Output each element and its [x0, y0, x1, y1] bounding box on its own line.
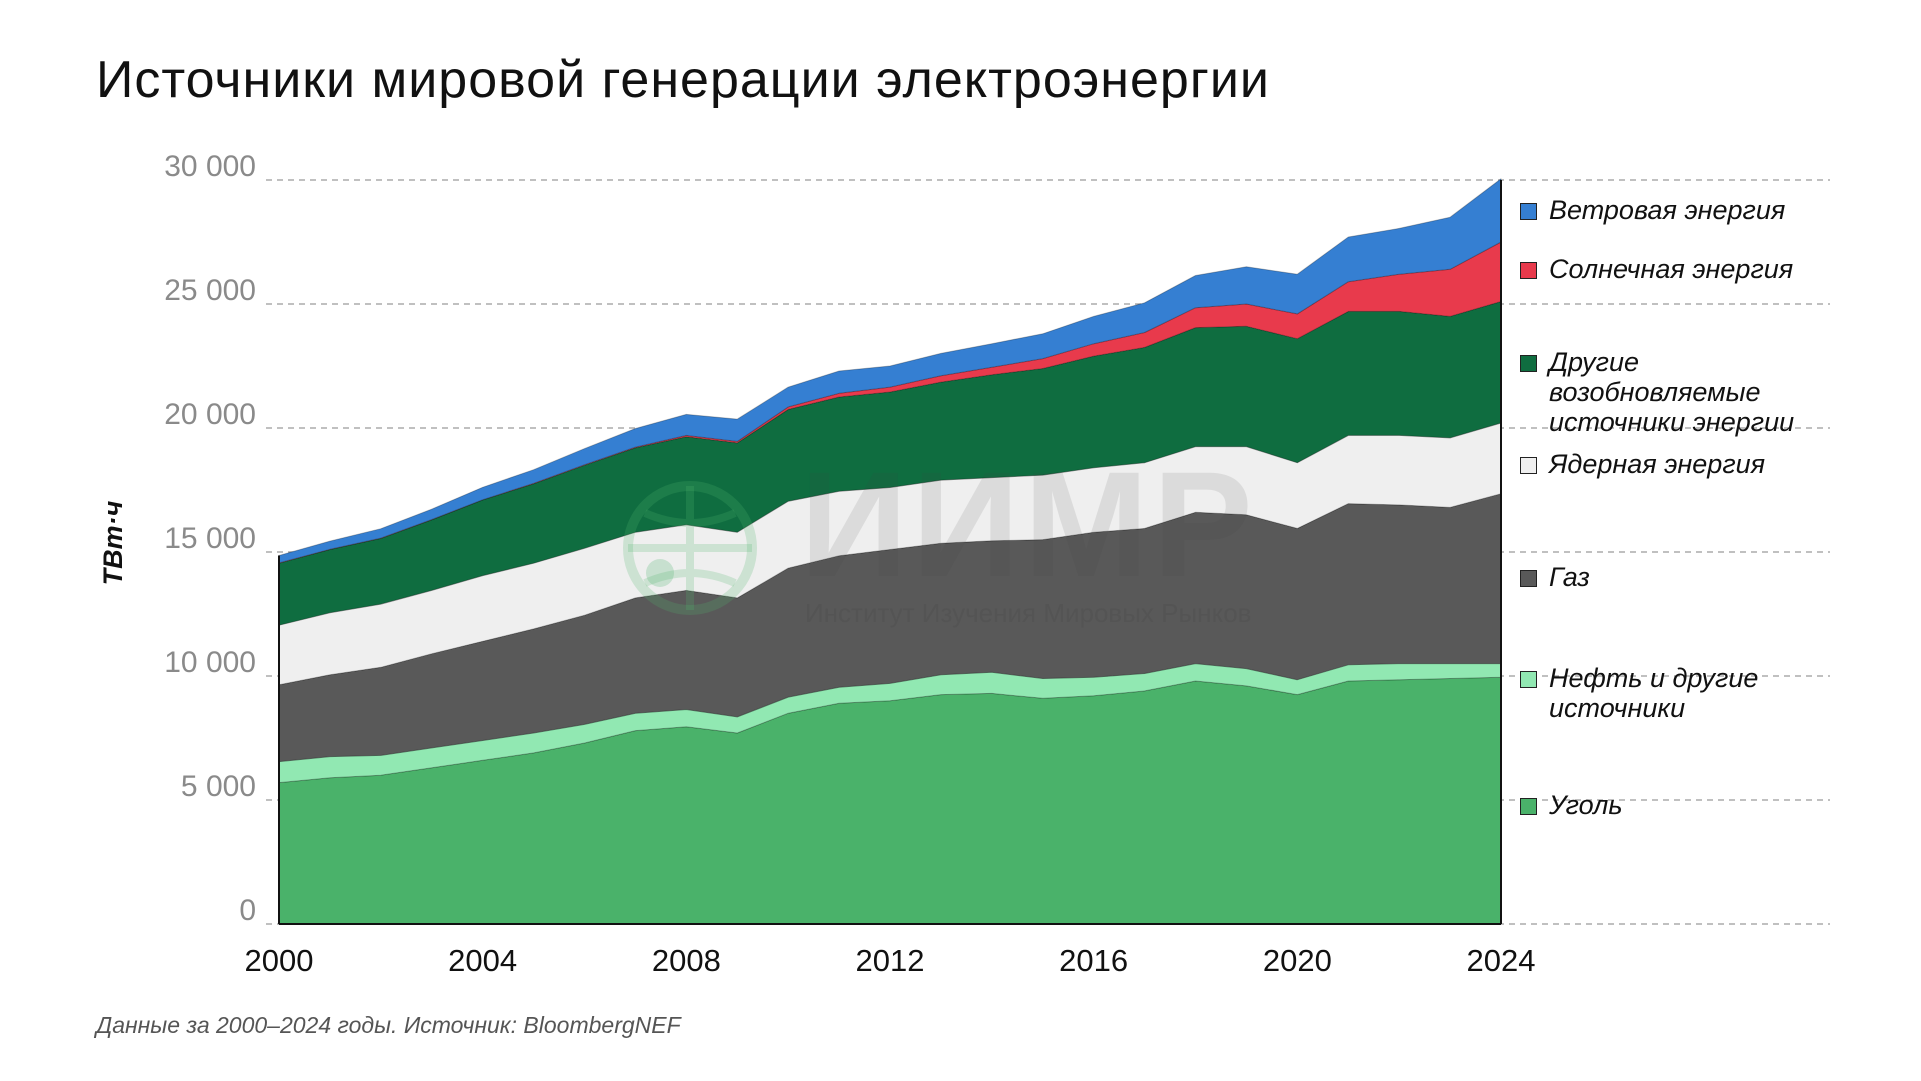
legend-swatch-coal: [1520, 798, 1537, 815]
legend-item-other-renewables: Другие возобновляемые источники энергии: [1520, 347, 1794, 437]
legend-swatch-nuclear: [1520, 457, 1537, 474]
legend-item-gas: Газ: [1520, 562, 1590, 592]
legend: Ветровая энергия Солнечная энергия Други…: [1520, 0, 1920, 1081]
y-axis-label: ТВт·ч: [98, 500, 128, 585]
legend-item-solar: Солнечная энергия: [1520, 254, 1793, 284]
y-tick-label: 20 000: [164, 398, 256, 431]
source-note: Данные за 2000–2024 годы. Источник: Bloo…: [96, 1012, 681, 1038]
x-tick-label: 2020: [1263, 943, 1332, 978]
legend-item-oil: Нефть и другие источники: [1520, 663, 1758, 723]
legend-swatch-solar: [1520, 262, 1537, 279]
legend-swatch-oil: [1520, 671, 1537, 688]
y-tick-label: 30 000: [164, 150, 256, 183]
legend-item-nuclear: Ядерная энергия: [1520, 449, 1765, 479]
y-tick-label: 10 000: [164, 646, 256, 679]
stacked-areas: [278, 178, 1502, 925]
tick-labels: 0 5 000 10 000 15 000 20 000 25 000 30 000 2000…: [98, 150, 1535, 978]
legend-label-nuclear: Ядерная энергия: [1549, 449, 1766, 479]
legend-swatch-other-renewables: [1520, 355, 1537, 372]
x-tick-label: 2012: [856, 943, 925, 978]
legend-label-coal: Уголь: [1549, 790, 1623, 820]
x-tick-label: 2024: [1467, 943, 1536, 978]
chart-title: Источники мировой генерации электроэнерг…: [96, 51, 1270, 109]
legend-label-gas: Газ: [1549, 562, 1590, 592]
x-tick-label: 2016: [1059, 943, 1128, 978]
legend-swatch-gas: [1520, 570, 1537, 587]
y-tick-label: 25 000: [164, 274, 256, 307]
x-tick-label: 2000: [245, 943, 314, 978]
legend-item-coal: Уголь: [1520, 790, 1623, 820]
legend-label-wind: Ветровая энергия: [1549, 195, 1786, 225]
y-tick-label: 0: [239, 894, 256, 927]
y-tick-label: 15 000: [164, 522, 256, 555]
x-tick-label: 2008: [652, 943, 721, 978]
axes: [278, 180, 1502, 925]
x-tick-label: 2004: [448, 943, 517, 978]
legend-label-other-renewables: Другие возобновляемые источники энергии: [1549, 347, 1795, 437]
legend-item-wind: Ветровая энергия: [1520, 195, 1785, 225]
legend-swatch-wind: [1520, 203, 1537, 220]
legend-label-solar: Солнечная энергия: [1549, 254, 1794, 284]
y-tick-label: 5 000: [181, 770, 256, 803]
legend-label-oil: Нефть и другие источники: [1549, 663, 1759, 723]
